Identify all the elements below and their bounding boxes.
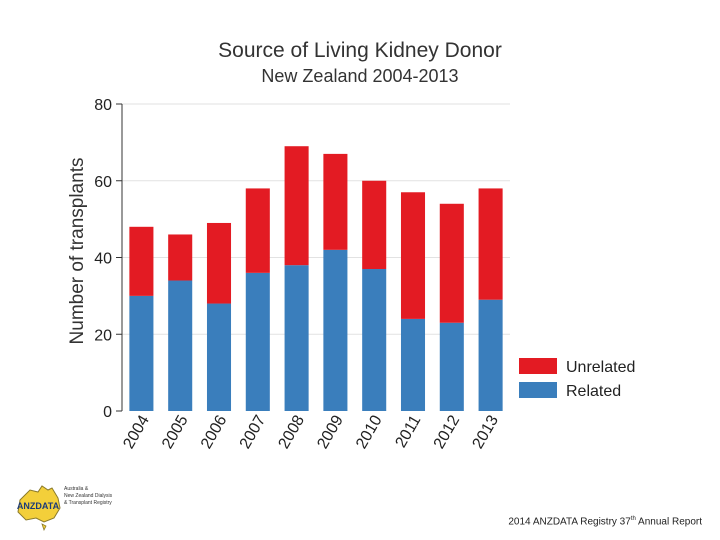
logo-mark: ANZDATA [17, 501, 60, 511]
anzdata-logo: ANZDATA Australia & New Zealand Dialysis… [12, 482, 124, 534]
bar-related-2004 [129, 295, 154, 411]
x-tick-label: 2005 [159, 412, 192, 451]
footer-prefix: 2014 ANZDATA Registry 37 [508, 516, 631, 528]
legend: Unrelated Related [519, 358, 635, 400]
bars [129, 146, 503, 411]
legend-label-unrelated: Unrelated [566, 359, 635, 376]
australia-map-icon: ANZDATA [17, 485, 61, 532]
y-tick-label: 20 [94, 327, 112, 344]
bar-unrelated-2010 [362, 180, 387, 270]
bar-related-2008 [284, 265, 309, 411]
y-tick-label: 80 [94, 97, 112, 114]
x-tick-label: 2011 [393, 412, 425, 450]
bar-unrelated-2008 [284, 146, 309, 266]
bar-unrelated-2004 [129, 226, 154, 296]
chart-title: Source of Living Kidney Donor [218, 39, 502, 62]
bar-related-2011 [400, 318, 426, 411]
y-tick-label: 0 [103, 404, 112, 421]
x-tick-label: 2009 [314, 412, 347, 451]
legend-swatch-related [519, 382, 557, 398]
legend-swatch-unrelated [519, 358, 557, 374]
bar-related-2007 [245, 272, 270, 411]
legend-label-related: Related [566, 383, 621, 400]
bar-unrelated-2011 [400, 192, 426, 319]
bar-unrelated-2007 [245, 188, 270, 273]
bar-unrelated-2009 [323, 153, 348, 250]
x-tick-label: 2004 [120, 412, 153, 451]
bar-unrelated-2013 [478, 188, 503, 300]
footer-caption: 2014 ANZDATA Registry 37th Annual Report [508, 516, 702, 527]
x-tick-label: 2012 [431, 412, 464, 451]
bar-related-2010 [362, 269, 387, 411]
bar-related-2012 [439, 322, 464, 411]
footer-sup: th [630, 516, 636, 522]
x-tick-label: 2006 [198, 412, 231, 451]
x-tick-label: 2013 [470, 412, 503, 451]
bar-related-2006 [206, 303, 232, 411]
y-tick-label: 60 [94, 174, 112, 191]
bar-unrelated-2005 [168, 234, 193, 281]
bar-related-2009 [323, 249, 348, 411]
bar-related-2005 [168, 280, 193, 411]
logo-text: Australia & New Zealand Dialysis & Trans… [64, 486, 113, 506]
x-tick-label: 2010 [353, 412, 386, 451]
y-tick-label: 40 [94, 251, 112, 268]
chart-subtitle: New Zealand 2004-2013 [261, 66, 458, 86]
x-tick-label: 2008 [276, 412, 309, 451]
y-axis-label: Number of transplants [67, 158, 88, 345]
bar-unrelated-2006 [206, 222, 232, 304]
bar-related-2013 [478, 299, 503, 411]
bar-unrelated-2012 [439, 203, 464, 323]
x-tick-label: 2007 [237, 412, 270, 451]
footer-suffix: Annual Report [635, 516, 702, 528]
